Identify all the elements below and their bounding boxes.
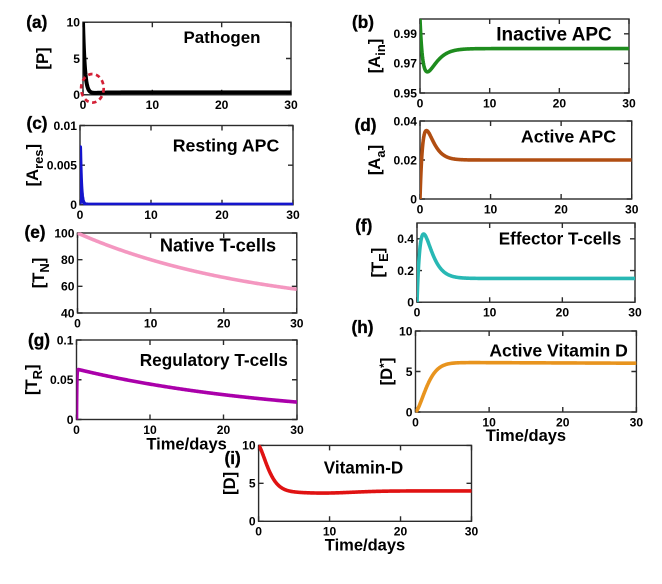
svg-text:10: 10 bbox=[242, 439, 256, 453]
svg-text:[D*]: [D*] bbox=[377, 358, 396, 386]
svg-text:Native T-cells: Native T-cells bbox=[160, 235, 276, 255]
svg-text:Active APC: Active APC bbox=[521, 127, 616, 147]
svg-text:0.1: 0.1 bbox=[57, 333, 74, 347]
svg-text:(h): (h) bbox=[352, 317, 374, 337]
svg-text:20: 20 bbox=[215, 98, 229, 112]
svg-text:0: 0 bbox=[417, 202, 424, 216]
svg-text:0: 0 bbox=[255, 525, 262, 539]
svg-text:20: 20 bbox=[556, 415, 570, 429]
svg-text:10: 10 bbox=[483, 306, 497, 320]
svg-text:0: 0 bbox=[407, 296, 414, 310]
svg-text:0: 0 bbox=[70, 198, 77, 212]
svg-text:0: 0 bbox=[249, 515, 256, 529]
svg-text:10: 10 bbox=[483, 96, 497, 110]
svg-text:[P]: [P] bbox=[33, 47, 52, 69]
svg-text:20: 20 bbox=[554, 202, 568, 216]
svg-text:[D]: [D] bbox=[220, 472, 239, 495]
svg-text:Time/days: Time/days bbox=[146, 436, 226, 454]
svg-text:0: 0 bbox=[73, 423, 80, 437]
svg-text:0.04: 0.04 bbox=[393, 114, 417, 128]
svg-text:(c): (c) bbox=[26, 113, 47, 133]
svg-text:10: 10 bbox=[323, 525, 337, 539]
svg-text:0: 0 bbox=[417, 96, 424, 110]
svg-text:0: 0 bbox=[406, 405, 413, 419]
svg-text:30: 30 bbox=[290, 423, 304, 437]
svg-text:20: 20 bbox=[217, 316, 231, 330]
svg-text:20: 20 bbox=[217, 423, 231, 437]
svg-text:Inactive APC: Inactive APC bbox=[496, 25, 612, 46]
svg-text:60: 60 bbox=[61, 280, 75, 294]
svg-text:(f): (f) bbox=[355, 215, 372, 235]
svg-text:10: 10 bbox=[482, 415, 496, 429]
svg-text:0.4: 0.4 bbox=[397, 232, 414, 246]
svg-text:20: 20 bbox=[215, 208, 229, 222]
svg-text:(a): (a) bbox=[26, 12, 47, 32]
svg-text:0: 0 bbox=[410, 192, 417, 206]
svg-text:5: 5 bbox=[249, 477, 256, 491]
svg-text:30: 30 bbox=[286, 208, 300, 222]
svg-text:0: 0 bbox=[74, 316, 81, 330]
svg-text:Vitamin-D: Vitamin-D bbox=[324, 459, 403, 478]
svg-text:Time/days: Time/days bbox=[486, 427, 566, 445]
svg-text:0: 0 bbox=[414, 306, 421, 320]
svg-text:20: 20 bbox=[553, 96, 567, 110]
svg-text:(e): (e) bbox=[24, 222, 45, 242]
svg-text:0.97: 0.97 bbox=[393, 57, 417, 71]
svg-text:0: 0 bbox=[67, 413, 74, 427]
svg-text:0: 0 bbox=[80, 98, 87, 112]
svg-text:30: 30 bbox=[625, 202, 639, 216]
svg-text:40: 40 bbox=[61, 306, 75, 320]
svg-text:0.01: 0.01 bbox=[53, 119, 77, 133]
svg-text:Resting APC: Resting APC bbox=[173, 135, 280, 155]
svg-text:0.95: 0.95 bbox=[393, 86, 417, 100]
svg-text:80: 80 bbox=[61, 253, 75, 267]
svg-text:30: 30 bbox=[628, 306, 642, 320]
svg-text:(i): (i) bbox=[224, 448, 240, 468]
svg-text:0.2: 0.2 bbox=[397, 264, 414, 278]
svg-text:(g): (g) bbox=[28, 330, 50, 350]
svg-text:0: 0 bbox=[412, 415, 419, 429]
svg-text:30: 30 bbox=[622, 96, 636, 110]
svg-text:30: 30 bbox=[290, 316, 304, 330]
svg-text:30: 30 bbox=[630, 415, 644, 429]
svg-text:0.99: 0.99 bbox=[393, 27, 417, 41]
svg-text:100: 100 bbox=[54, 226, 74, 240]
svg-text:Regulatory T-cells: Regulatory T-cells bbox=[140, 350, 288, 370]
svg-text:Active Vitamin D: Active Vitamin D bbox=[489, 340, 628, 360]
svg-text:0.005: 0.005 bbox=[47, 158, 78, 172]
svg-text:0.05: 0.05 bbox=[50, 373, 74, 387]
svg-text:20: 20 bbox=[556, 306, 570, 320]
svg-text:(d): (d) bbox=[355, 115, 377, 135]
svg-text:Effector T-cells: Effector T-cells bbox=[499, 230, 622, 249]
svg-text:5: 5 bbox=[406, 365, 413, 379]
svg-text:10: 10 bbox=[399, 324, 413, 338]
svg-text:30: 30 bbox=[284, 98, 298, 112]
svg-text:10: 10 bbox=[143, 423, 157, 437]
svg-text:10: 10 bbox=[67, 16, 81, 30]
svg-text:Time/days: Time/days bbox=[325, 537, 405, 555]
svg-text:10: 10 bbox=[144, 208, 158, 222]
svg-text:(b): (b) bbox=[352, 12, 374, 32]
svg-text:0: 0 bbox=[73, 88, 80, 102]
svg-text:10: 10 bbox=[146, 98, 160, 112]
svg-text:5: 5 bbox=[73, 52, 80, 66]
svg-text:0.02: 0.02 bbox=[393, 153, 417, 167]
svg-text:0: 0 bbox=[77, 208, 84, 222]
svg-text:10: 10 bbox=[144, 316, 158, 330]
svg-text:30: 30 bbox=[465, 525, 479, 539]
svg-text:Pathogen: Pathogen bbox=[184, 28, 261, 47]
svg-text:20: 20 bbox=[394, 525, 408, 539]
svg-text:10: 10 bbox=[484, 202, 498, 216]
